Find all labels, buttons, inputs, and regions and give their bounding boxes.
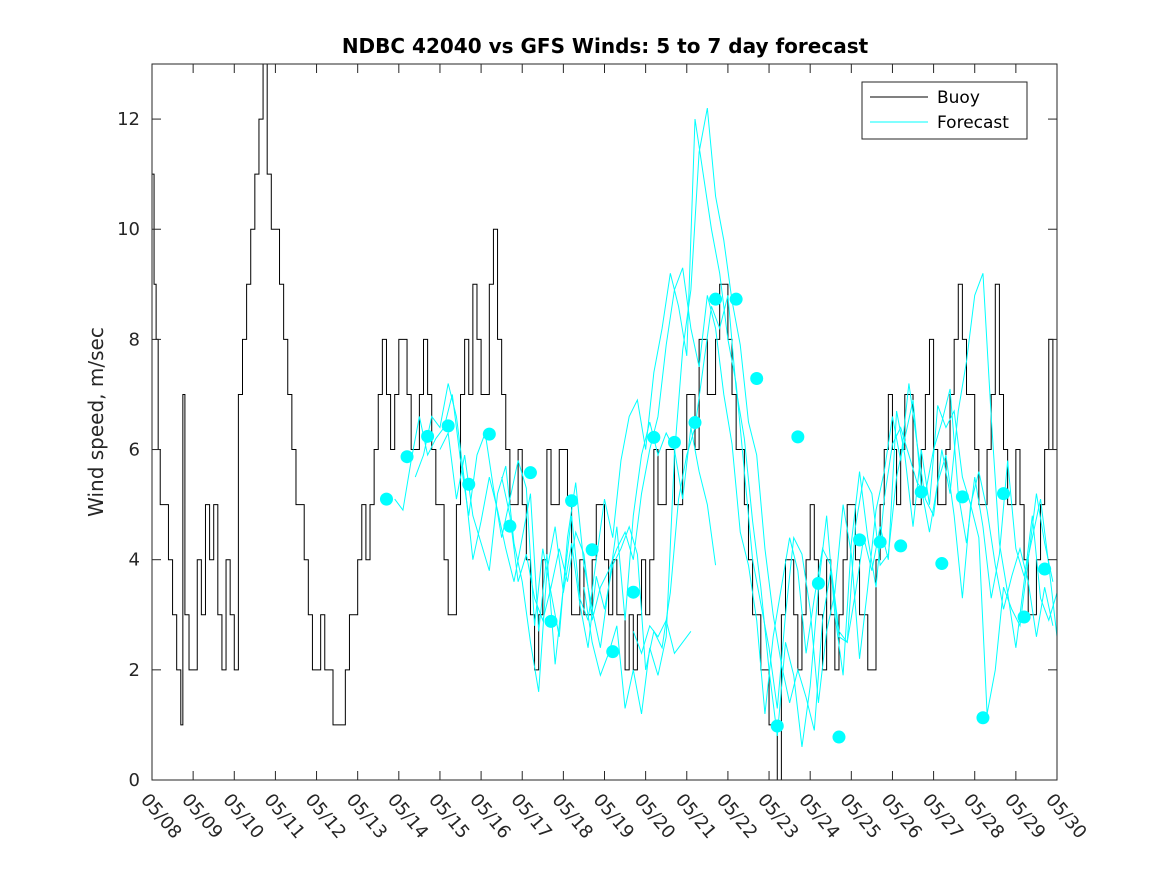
forecast-marker	[935, 557, 949, 571]
buoy-series-line	[152, 64, 1057, 780]
forecast-marker	[565, 494, 579, 508]
y-tick-label: 0	[129, 770, 140, 791]
forecast-marker	[832, 730, 846, 744]
forecast-marker	[853, 533, 867, 547]
forecast-marker	[688, 416, 702, 430]
forecast-marker	[585, 543, 599, 557]
forecast-series-line	[583, 107, 1054, 731]
forecast-marker	[1017, 610, 1031, 624]
forecast-marker	[1038, 562, 1052, 576]
forecast-marker	[709, 292, 723, 306]
forecast-series-line	[394, 394, 717, 648]
forecast-marker	[647, 430, 661, 444]
legend-box	[861, 81, 1028, 140]
forecast-marker	[955, 490, 969, 504]
forecast-marker	[997, 487, 1011, 501]
series-layer	[152, 64, 1057, 780]
forecast-marker	[811, 576, 825, 590]
forecast-marker	[729, 292, 743, 306]
y-axis: 0 2 4 6 8 10 12	[117, 109, 1057, 791]
forecast-marker	[894, 539, 908, 553]
forecast-marker	[873, 535, 887, 549]
y-tick-label: 4	[129, 550, 140, 571]
forecast-series-line	[501, 267, 1054, 714]
forecast-marker	[379, 492, 393, 506]
forecast-marker	[544, 614, 558, 628]
chart-title: NDBC 42040 vs GFS Winds: 5 to 7 day fore…	[342, 34, 869, 58]
forecast-marker	[482, 427, 496, 441]
y-tick-label: 8	[129, 329, 140, 350]
forecast-marker	[441, 419, 455, 433]
forecast-marker	[523, 466, 537, 480]
forecast-marker	[400, 450, 414, 464]
legend-forecast-label: Forecast	[937, 113, 1009, 133]
y-axis-label: Wind speed, m/sec	[84, 327, 108, 517]
forecast-marker	[667, 435, 681, 449]
y-tick-label: 6	[129, 440, 140, 461]
forecast-series-line	[439, 295, 1057, 748]
y-tick-label: 2	[129, 660, 140, 681]
y-tick-label: 10	[117, 219, 140, 240]
forecast-marker	[770, 719, 784, 733]
forecast-marker	[750, 371, 764, 385]
forecast-marker	[421, 429, 435, 443]
forecast-marker	[976, 711, 990, 725]
forecast-series-line	[632, 618, 692, 655]
forecast-marker	[626, 585, 640, 599]
legend: Buoy Forecast	[861, 81, 1028, 140]
y-tick-label: 12	[117, 109, 140, 130]
forecast-marker	[462, 477, 476, 491]
forecast-marker	[914, 485, 928, 499]
forecast-marker	[606, 645, 620, 659]
legend-buoy-label: Buoy	[937, 88, 980, 108]
forecast-marker	[503, 519, 517, 533]
forecast-marker	[791, 430, 805, 444]
